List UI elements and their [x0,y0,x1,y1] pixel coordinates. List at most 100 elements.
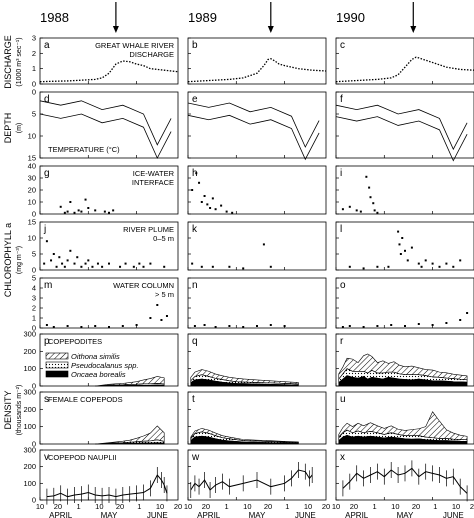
x-tick-label: 10 [332,502,340,511]
data-point [348,205,351,208]
y-tick-label: 300 [23,388,36,397]
data-point [84,262,87,265]
data-point [195,172,198,175]
data-point [431,262,434,265]
panel-frame [335,449,474,501]
y-tick-label: 10 [28,198,36,207]
data-point [420,265,423,268]
breakup-arrow-head [410,26,417,33]
month-label: APRIL [345,511,369,518]
legend-label-pseudocalanus: Pseudocalanus spp. [71,361,139,370]
data-point [101,265,104,268]
panel-title: COPEPOD NAUPLII [48,453,117,462]
stack-area-oithona [95,425,165,445]
data-point [214,208,217,211]
panel-title: RIVER PLUME [123,225,174,234]
discharge-units-label: (1000 m³ sec⁻¹) [16,37,23,86]
x-tick-label: 20 [322,502,330,511]
data-point [66,325,69,327]
x-tick-label: 1 [285,502,289,511]
stack-area-oithona [190,369,299,385]
x-tick-label: 10 [452,502,460,511]
data-point [149,262,152,265]
panel-letter: r [340,336,344,347]
x-tick-label: 20 [54,502,62,511]
data-point [424,259,427,262]
isotherm-line [335,104,468,151]
data-point [459,319,462,321]
data-point [73,211,76,214]
y-tick-label: 15 [28,218,36,227]
data-point [80,210,83,213]
x-tick-label: 10 [243,502,251,511]
depth-units-label: (m) [16,123,23,134]
panel-title: INTERFACE [132,178,174,187]
data-point [163,265,166,268]
data-point [410,246,413,249]
data-point [66,210,69,213]
stack-area-oithona [338,353,468,381]
data-point [417,323,420,325]
x-tick-label: 20 [412,502,420,511]
year-label: 1988 [40,10,69,25]
panel-title: WATER COLUMN [113,281,174,290]
panel-letter: k [192,224,198,235]
panel-letter: p [44,336,50,347]
panel-letter: b [192,40,198,51]
legend-swatch-oithona [45,352,69,360]
y-tick-label: 300 [23,330,36,339]
panel-letter: x [340,452,345,463]
panel-title: ICE-WATER [133,169,175,178]
data-point [135,324,138,326]
x-tick-label: 10 [95,502,103,511]
legend-copepodites: Oithona similis Pseudocalanus spp. Oncae… [45,352,139,379]
data-point [193,325,196,327]
depth-label: DEPTH [3,113,13,144]
data-point [52,253,55,255]
y-tick-label: 5 [32,110,36,119]
panel-letter: h [192,168,198,179]
month-label: APRIL [49,511,73,518]
data-point [58,256,61,259]
y-tick-label: 0 [32,440,36,449]
panel-title: 0–5 m [153,234,174,243]
panel-letter: w [191,452,200,463]
panel-frame [335,221,474,271]
y-tick-label: 300 [23,446,36,455]
series-line [190,469,313,491]
panel-title: FEMALE COPEPODS [48,395,123,404]
data-point [417,262,420,265]
y-tick-label: 15 [28,154,36,163]
data-point [94,325,97,327]
x-tick-label: 1 [137,502,141,511]
data-point [376,325,379,327]
y-tick-label: 2 [32,49,36,58]
y-tick-label: 200 [23,347,36,356]
y-tick-label: 100 [23,364,36,373]
series-line [39,60,179,83]
data-point [52,326,55,328]
data-point [242,267,245,270]
x-tick-label: 20 [202,502,210,511]
data-point [397,230,400,233]
panel-letter: a [44,40,50,51]
data-point [69,249,72,252]
data-point [372,202,375,205]
data-point [445,262,448,265]
breakup-arrow-head [112,26,119,33]
panel-letter: g [44,168,50,179]
y-tick-label: 3 [32,34,36,43]
y-tick-label: 0 [32,88,36,97]
panel-frame [187,449,327,501]
month-label: MAY [397,511,414,518]
group-labels: DISCHARGE (1000 m³ sec⁻¹) DEPTH (m) CHLO… [3,35,23,435]
data-point [341,326,344,328]
x-tick-label: 10 [391,502,399,511]
y-tick-label: 40 [28,162,36,171]
isotherm-line [187,114,320,161]
y-tick-label: 30 [28,174,36,183]
data-point [269,265,272,268]
data-point [160,319,163,321]
